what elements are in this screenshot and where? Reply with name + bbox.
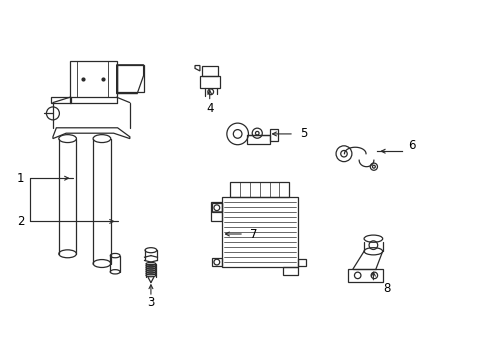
Bar [283, 267, 297, 275]
Bar [222, 197, 298, 267]
Text: 6: 6 [408, 139, 416, 152]
Text: 1: 1 [17, 172, 24, 185]
Bar [202, 66, 218, 76]
Text: 4: 4 [206, 102, 214, 114]
Text: 3: 3 [147, 296, 155, 309]
Bar [247, 135, 270, 144]
Text: 7: 7 [250, 228, 258, 240]
Bar [212, 258, 222, 266]
Bar [230, 182, 289, 197]
Bar [70, 61, 117, 97]
Circle shape [370, 163, 377, 170]
Bar [212, 203, 222, 212]
Bar [200, 76, 220, 88]
Bar [297, 259, 307, 266]
Bar [211, 202, 222, 221]
Text: 5: 5 [300, 127, 308, 140]
Bar [117, 65, 144, 92]
Text: 8: 8 [383, 282, 391, 294]
Text: 2: 2 [17, 215, 24, 228]
Bar [270, 129, 278, 141]
